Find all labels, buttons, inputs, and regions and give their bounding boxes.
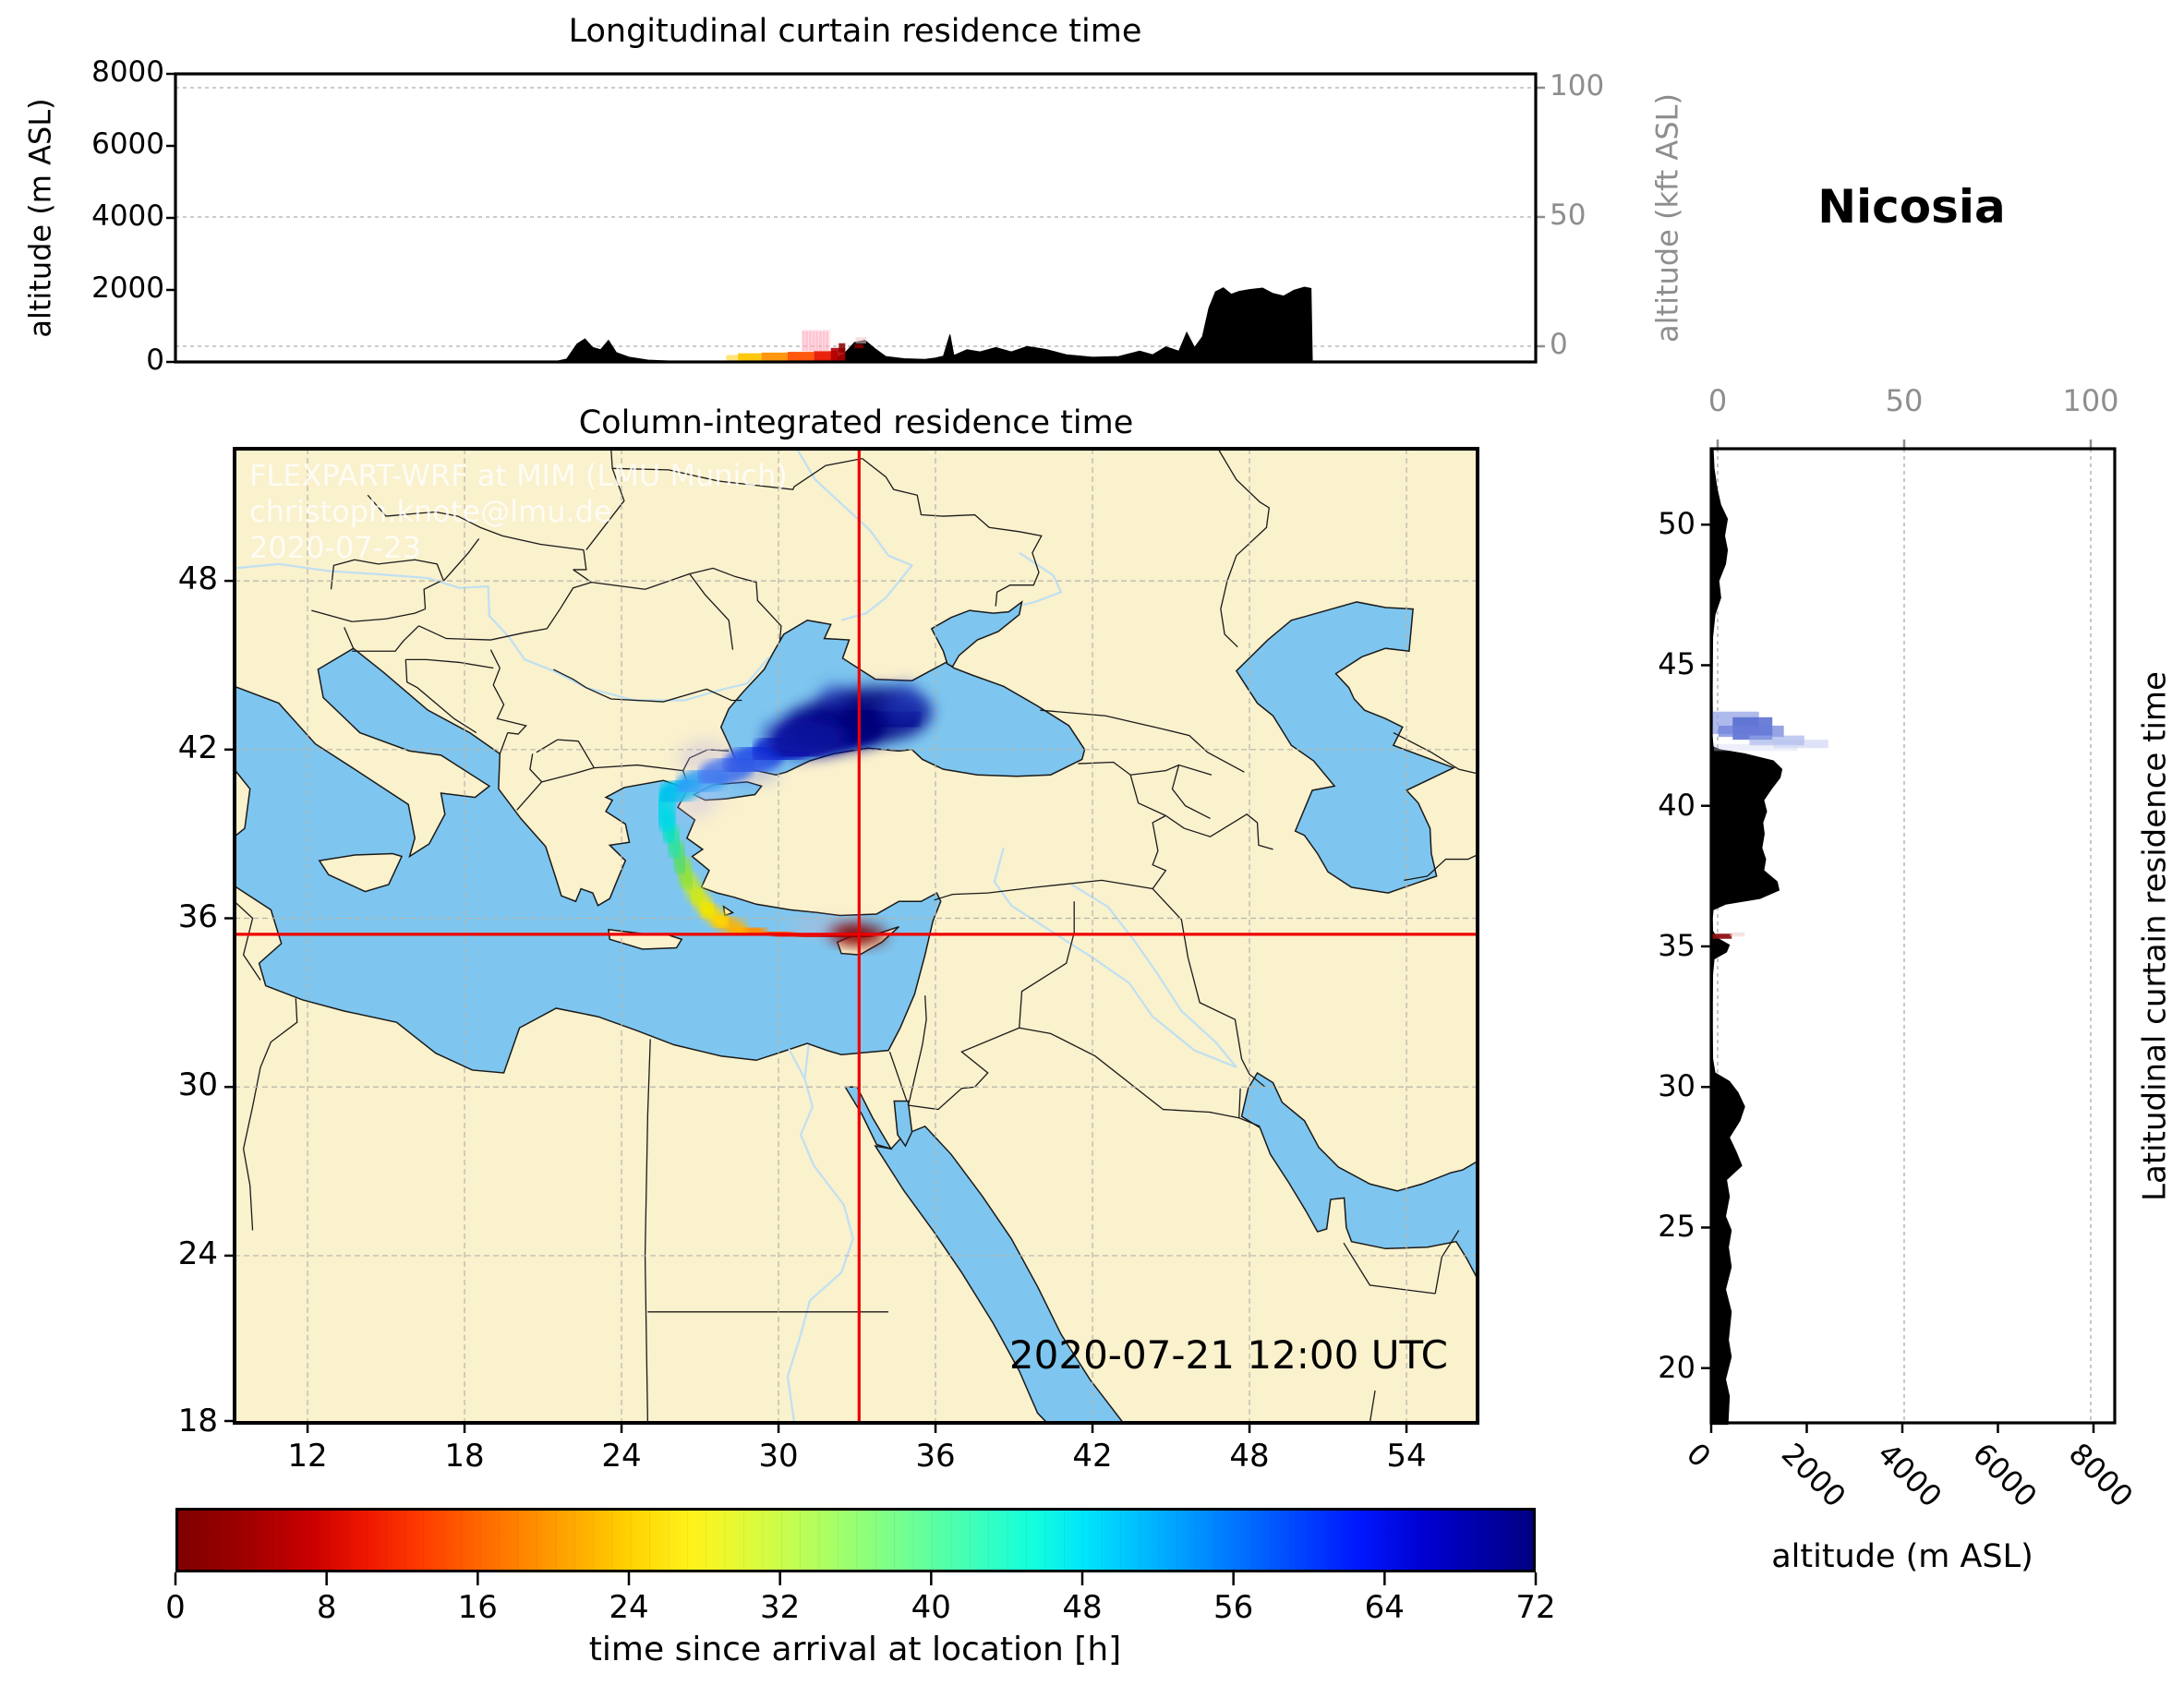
watermark-line-3: 2020-07-23 <box>249 530 421 566</box>
watermark: FLEXPART-WRF at MIM (LMU Munich) christo… <box>249 458 788 566</box>
ytick-2000: 2000 <box>91 271 164 305</box>
cbar-tick-72: 72 <box>1515 1589 1556 1626</box>
lat-tick-24: 24 <box>177 1235 218 1272</box>
latitudinal-curtain-panel <box>1701 440 2117 1433</box>
top-panel-ylabel: altitude (m ASL) <box>22 98 58 338</box>
cbar-tick-48: 48 <box>1062 1589 1103 1626</box>
lat-tick-30: 30 <box>177 1066 218 1103</box>
lat-tick-42: 42 <box>177 729 218 766</box>
lat-tick-36: 36 <box>177 898 218 935</box>
lon-tick-12: 12 <box>287 1438 328 1475</box>
kft-tick-50: 50 <box>1550 199 1587 232</box>
lat-tick-18: 18 <box>177 1403 218 1439</box>
lon-tick-54: 54 <box>1386 1438 1427 1475</box>
right-panel-title: Latitudinal curtain residence time <box>2136 671 2174 1201</box>
lon-tick-30: 30 <box>758 1438 799 1475</box>
right-lat-35: 35 <box>1658 928 1695 963</box>
cbar-tick-64: 64 <box>1364 1589 1405 1626</box>
colorbar <box>175 1508 1536 1572</box>
right-alt-4000: 4000 <box>1870 1436 1949 1514</box>
right-lat-30: 30 <box>1658 1068 1695 1103</box>
cbar-tick-8: 8 <box>316 1589 337 1626</box>
right-lat-20: 20 <box>1658 1350 1695 1385</box>
right-alt-6000: 6000 <box>1965 1436 2045 1514</box>
lon-tick-18: 18 <box>444 1438 485 1475</box>
watermark-line-2: christoph.knote@lmu.de <box>249 494 612 530</box>
cbar-tick-24: 24 <box>609 1589 649 1626</box>
cbar-tick-16: 16 <box>457 1589 498 1626</box>
ytick-8000: 8000 <box>91 55 164 89</box>
colorbar-segments <box>178 1511 1533 1570</box>
right-alt-2000: 2000 <box>1774 1436 1853 1514</box>
lat-tick-48: 48 <box>177 560 218 597</box>
cbar-tick-0: 0 <box>165 1589 186 1626</box>
station-title: Nicosia <box>1817 180 2006 234</box>
right-lat-40: 40 <box>1658 788 1695 823</box>
right-kft-tick-50: 50 <box>1885 383 1924 418</box>
right-lat-50: 50 <box>1658 506 1695 541</box>
lon-tick-42: 42 <box>1072 1438 1113 1475</box>
right-kft-tick-100: 100 <box>2062 383 2119 418</box>
lon-tick-24: 24 <box>601 1438 642 1475</box>
watermark-line-1: FLEXPART-WRF at MIM (LMU Munich) <box>249 458 788 493</box>
lon-tick-36: 36 <box>915 1438 956 1475</box>
right-lat-25: 25 <box>1658 1209 1695 1244</box>
map-title: Column-integrated residence time <box>578 404 1134 441</box>
right-kft-tick-0: 0 <box>1707 383 1728 418</box>
map-panel <box>224 447 1479 1433</box>
ytick-0: 0 <box>146 343 164 377</box>
cbar-tick-32: 32 <box>760 1589 801 1626</box>
right-alt-0: 0 <box>1679 1436 1719 1475</box>
right-xlabel: altitude (m ASL) <box>1771 1538 2033 1575</box>
longitudinal-curtain-panel <box>166 72 1545 364</box>
cbar-tick-56: 56 <box>1213 1589 1254 1626</box>
right-lat-45: 45 <box>1658 646 1695 681</box>
lon-tick-48: 48 <box>1229 1438 1270 1475</box>
cbar-label: time since arrival at location [h] <box>588 1631 1122 1668</box>
colorbar-ticks <box>174 1572 1538 1585</box>
map-datetime: 2020-07-21 12:00 UTC <box>1008 1332 1448 1378</box>
top-panel-title: Longitudinal curtain residence time <box>568 13 1142 50</box>
cbar-tick-40: 40 <box>911 1589 951 1626</box>
right-alt-8000: 8000 <box>2061 1436 2141 1514</box>
ytick-6000: 6000 <box>91 127 164 161</box>
kft-tick-0: 0 <box>1550 328 1568 361</box>
kft-tick-100: 100 <box>1550 69 1605 102</box>
ytick-4000: 4000 <box>91 199 164 233</box>
top-panel-ylabel-right: altitude (kft ASL) <box>1649 93 1685 343</box>
